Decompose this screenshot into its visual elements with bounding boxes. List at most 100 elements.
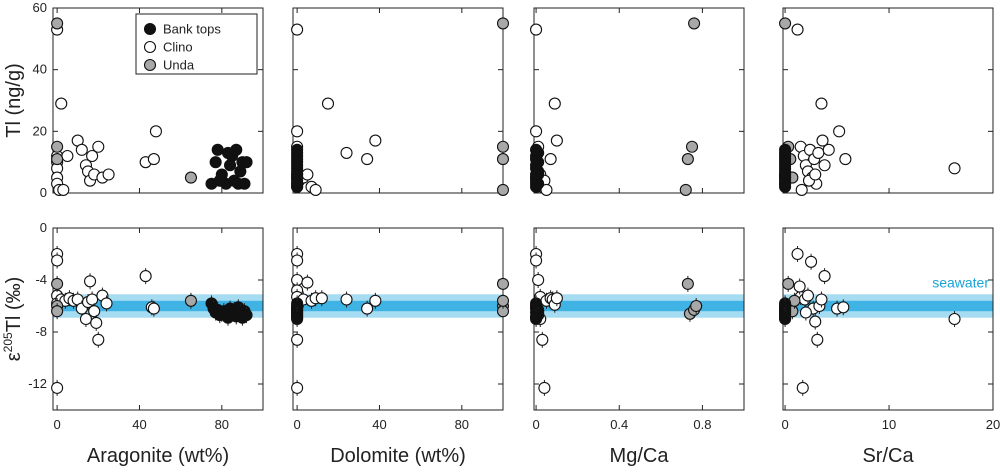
marker-clino [791,23,804,36]
x-tick-label: 20 [986,417,1000,432]
marker-clino [88,305,101,318]
marker-unda [688,17,701,30]
marker-clino [538,381,551,394]
marker-clino [809,315,822,328]
panel-frame [292,227,504,411]
marker-unda [779,17,792,30]
seawater-band-inner [534,300,744,312]
marker-bank-tops [240,156,253,169]
seawater-band-inner [783,300,993,312]
marker-clino [550,292,563,305]
panel-top-dolomite [291,7,510,196]
marker-unda [496,153,510,166]
marker-clino [530,23,543,36]
y-axis-label-part: ε [3,352,25,361]
marker-clino [839,153,852,166]
marker-clino [799,306,812,319]
marker-clino [79,312,92,326]
marker-clino [51,254,64,267]
marker-clino [315,292,328,305]
marker-clino [361,153,374,166]
panel-bottom-aragonite: 0 -4 -8 -12 0 40 80 Aragonite (wt%) ε205Tl (‰) [1,220,264,467]
marker-clino [530,254,543,267]
legend-marker [143,58,157,72]
panel-top-mgca [530,7,745,196]
marker-unda [51,153,64,166]
marker-clino [822,143,835,156]
marker-clino [301,276,314,289]
x-tick-label: 40 [132,417,146,432]
y-tick-label: 20 [33,123,47,138]
marker-clino [102,168,115,181]
marker-clino [811,333,824,346]
x-tick-label: 0.8 [693,417,711,432]
y-axis-label-part: Tl (‰) [3,277,25,333]
marker-clino [815,97,828,110]
marker-bank-tops [779,143,792,156]
marker-unda [184,171,197,184]
y-axis-label-part: 205 [1,332,15,352]
marker-clino [818,159,831,172]
marker-clino [532,273,545,287]
marker-clino [805,255,818,268]
marker-unda [782,277,795,290]
panel-top-aragonite: 0 20 40 60 Tl (ng/g) Bank tops Clino Unda [3,0,264,200]
seawater-band-inner [293,300,503,312]
marker-clino [57,183,70,196]
x-tick-label: 0 [532,417,539,432]
panel-frame [533,7,745,194]
marker-bank-tops [530,143,543,156]
seawater-label: seawater [932,274,989,290]
marker-clino [816,134,829,147]
y-tick-label: -8 [35,324,47,339]
panel-frame [782,7,994,194]
marker-unda [496,294,510,307]
marker-unda [51,17,64,30]
marker-unda [51,277,64,290]
marker-clino [51,381,64,394]
marker-clino [86,293,99,306]
marker-clino [90,316,103,329]
x-axis-label: Sr/Ca [862,445,914,467]
x-tick-label: 0 [54,417,61,432]
marker-unda [679,183,692,196]
marker-bank-tops [209,156,222,169]
marker-clino [86,149,99,163]
panel-frame [533,227,745,411]
marker-clino [548,97,561,110]
marker-clino [291,254,304,267]
marker-unda [681,277,694,290]
y-tick-label: 0 [40,220,47,235]
legend-marker [143,40,157,54]
marker-clino [801,289,815,302]
legend-box [135,13,258,75]
marker-unda [681,153,694,166]
marker-bank-tops [779,168,792,181]
marker-clino [833,125,846,138]
legend-label: Bank tops [163,22,221,37]
panel-bottom-srca: 0 10 20 Sr/Ca seawater [779,227,1000,467]
x-tick-label: 0 [781,417,788,432]
marker-clino [791,247,804,261]
marker-clino [100,297,113,310]
marker-unda [184,294,197,307]
marker-clino [369,294,382,307]
marker-bank-tops [238,177,251,190]
marker-bank-tops [211,143,224,156]
x-axis-label: Mg/Ca [610,445,670,467]
marker-unda [496,140,510,153]
marker-clino [550,134,563,147]
marker-bank-tops [291,143,304,156]
legend-marker [143,22,157,36]
marker-clino [84,275,97,288]
marker-clino [61,149,74,163]
x-tick-label: 80 [215,417,229,432]
marker-clino [75,143,88,156]
legend-label: Unda [163,58,195,73]
marker-clino [369,134,382,147]
panel-top-srca [779,7,994,196]
y-tick-label: 0 [40,185,47,200]
marker-clino [321,97,335,110]
marker-unda [685,140,699,153]
